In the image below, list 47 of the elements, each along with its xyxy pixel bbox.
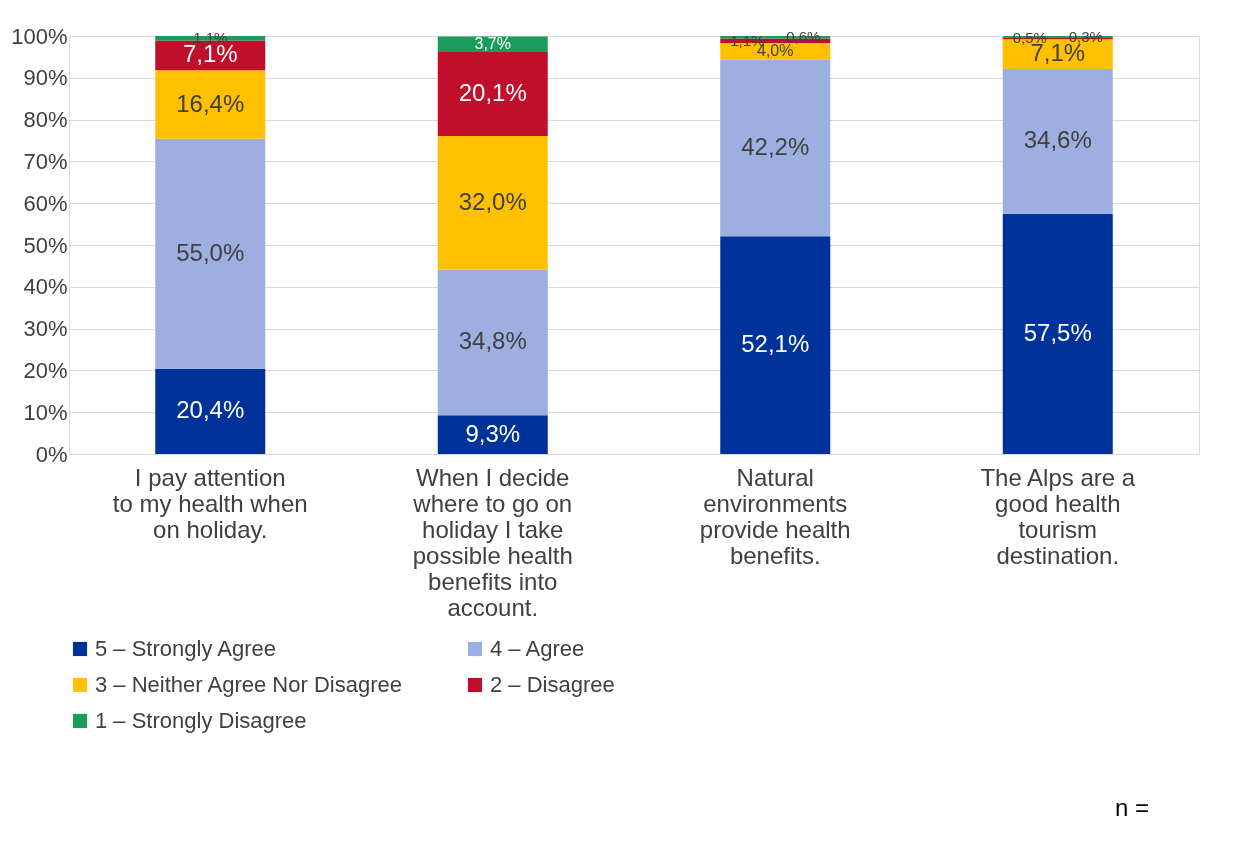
- data-label: 34,8%: [458, 327, 527, 355]
- y-tick-label: 80%: [23, 107, 68, 133]
- y-tick-label: 60%: [23, 190, 68, 216]
- bar: [720, 59, 831, 237]
- data-label: 57,5%: [1023, 318, 1092, 346]
- x-tick-label: When I decide where to go on holiday I take possible health benefits into account.: [412, 463, 573, 621]
- data-label: 32,0%: [458, 187, 527, 215]
- text: n =: [1114, 794, 1149, 821]
- data-label: 20,1%: [458, 78, 527, 106]
- data-label: 52,1%: [741, 330, 810, 358]
- y-tick-label: 40%: [23, 274, 68, 300]
- y-tick-label: 10%: [23, 399, 68, 425]
- bar: [1002, 213, 1113, 454]
- bar: [437, 269, 548, 416]
- bar: [437, 135, 548, 270]
- bar: [437, 415, 548, 454]
- bar: [155, 138, 266, 369]
- x-tick-label: Natural environments provide health benefits.: [699, 463, 851, 569]
- data-label: 55,0%: [176, 238, 245, 266]
- legend-label: 2 – Disagree: [490, 672, 615, 697]
- bar: [437, 51, 548, 136]
- data-label: 34,6%: [1023, 126, 1092, 154]
- y-tick-label: 100%: [11, 23, 68, 49]
- legend-label: 4 – Agree: [490, 636, 585, 661]
- data-label: 0,3%: [1068, 27, 1103, 45]
- y-tick-label: 50%: [23, 232, 68, 258]
- data-label: 42,2%: [741, 133, 810, 161]
- data-label: 9,3%: [465, 419, 521, 447]
- data-label: 20,4%: [176, 396, 245, 424]
- bar: [155, 70, 266, 139]
- bar: [1002, 69, 1113, 214]
- x-tick-label: The Alps are a good health tourism destination.: [980, 463, 1136, 569]
- data-label: 16,4%: [176, 89, 245, 117]
- bar: [155, 368, 266, 454]
- legend-label: 5 – Strongly Agree: [95, 636, 277, 661]
- bar: [720, 236, 831, 454]
- legend-label: 1 – Strongly Disagree: [95, 708, 307, 733]
- y-tick-label: 20%: [23, 357, 68, 383]
- y-tick-label: 30%: [23, 316, 68, 342]
- x-tick-label: I pay attention to my health when on holiday.: [112, 463, 308, 543]
- y-tick-label: 0%: [35, 441, 68, 467]
- y-tick-label: 90%: [23, 65, 68, 91]
- y-tick-label: 70%: [23, 148, 68, 174]
- bar: [437, 36, 548, 52]
- data-label: 3,7%: [474, 35, 511, 53]
- data-label: 0,6%: [786, 28, 821, 46]
- legend-label: 3 – Neither Agree Nor Disagree: [95, 672, 402, 697]
